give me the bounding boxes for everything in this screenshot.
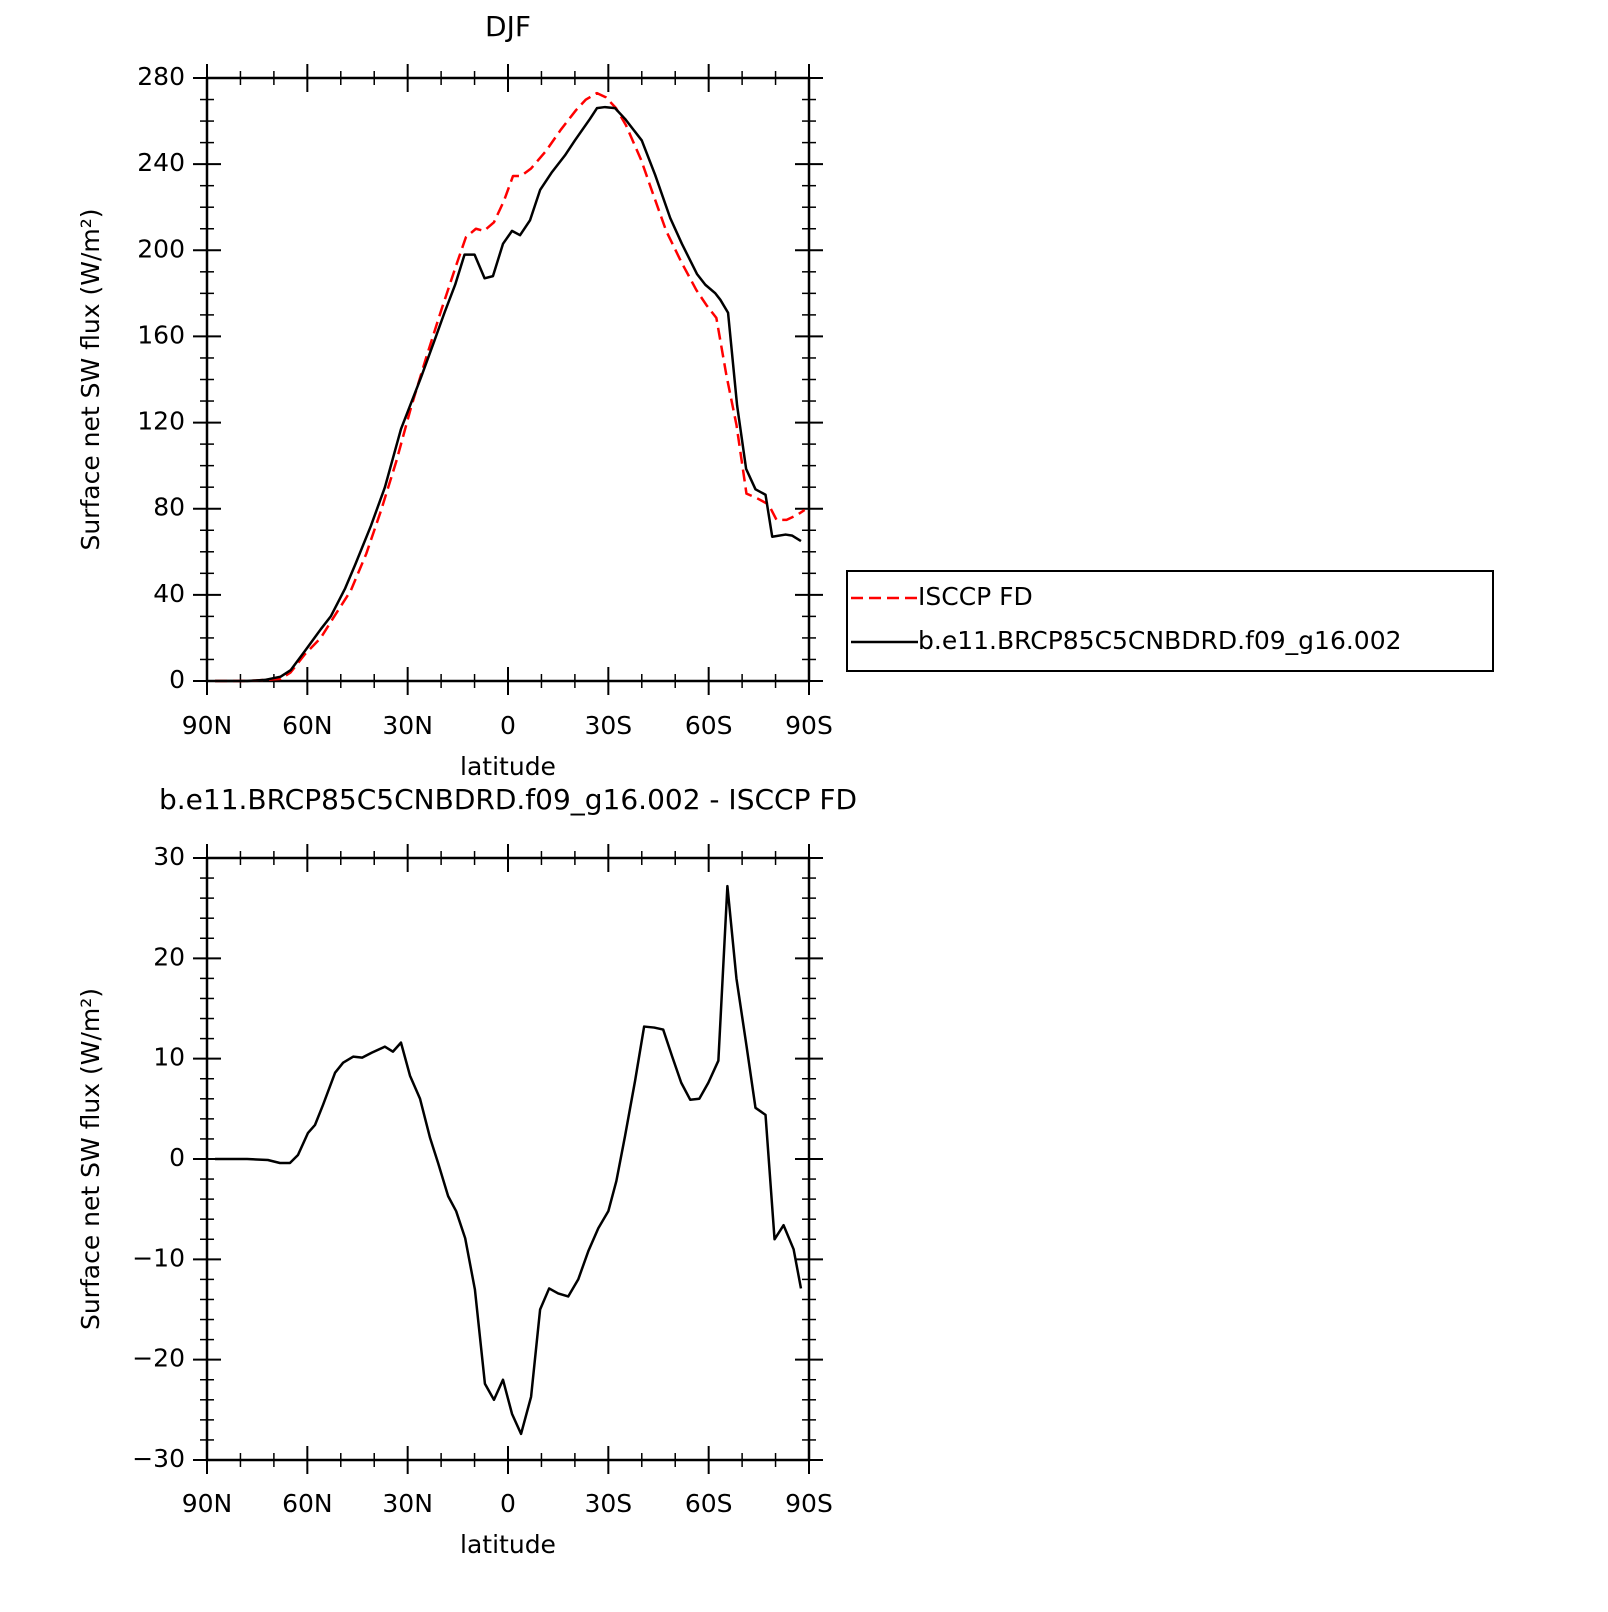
legend-label: b.e11.BRCP85C5CNBDRD.f09_g16.002 xyxy=(918,626,1402,655)
x-tick-label: 0 xyxy=(500,1489,516,1518)
x-tick-label: 60S xyxy=(685,711,733,740)
y-tick-label: 10 xyxy=(153,1043,185,1072)
chart-title: DJF xyxy=(485,10,531,43)
x-axis-label: latitude xyxy=(460,1530,556,1559)
plot-frame xyxy=(205,856,811,1462)
legend-box xyxy=(846,570,1494,672)
y-tick-label: 120 xyxy=(137,407,185,436)
x-tick-label: 30N xyxy=(382,711,433,740)
x-tick-label: 60S xyxy=(685,1489,733,1518)
data-line xyxy=(215,105,802,683)
y-tick-label: −10 xyxy=(132,1243,185,1272)
x-tick-label: 60N xyxy=(282,711,333,740)
chart-title: b.e11.BRCP85C5CNBDRD.f09_g16.002 - ISCCP… xyxy=(159,783,857,816)
y-tick-label: −20 xyxy=(132,1344,185,1373)
data-line xyxy=(215,884,803,1436)
x-tick-label: 90N xyxy=(182,711,233,740)
y-axis-label: Surface net SW flux (W/m²) xyxy=(76,208,105,550)
y-tick-label: 0 xyxy=(169,1143,185,1172)
x-axis-label: latitude xyxy=(460,752,556,781)
plot-frame xyxy=(205,76,811,683)
x-tick-label: 90S xyxy=(785,711,833,740)
x-tick-label: 30S xyxy=(584,1489,632,1518)
x-tick-label: 60N xyxy=(282,1489,333,1518)
legend-label: ISCCP FD xyxy=(918,582,1033,611)
x-tick-label: 0 xyxy=(500,711,516,740)
x-tick-label: 30S xyxy=(584,711,632,740)
y-tick-label: 80 xyxy=(153,493,185,522)
y-tick-label: 280 xyxy=(137,62,185,91)
y-tick-label: −30 xyxy=(132,1444,185,1473)
y-tick-label: 20 xyxy=(153,942,185,971)
y-tick-label: 240 xyxy=(137,148,185,177)
x-tick-label: 90N xyxy=(182,1489,233,1518)
data-line xyxy=(215,91,806,683)
y-tick-label: 200 xyxy=(137,234,185,263)
y-tick-label: 0 xyxy=(169,665,185,694)
y-tick-label: 30 xyxy=(153,842,185,871)
y-tick-label: 160 xyxy=(137,320,185,349)
x-tick-label: 90S xyxy=(785,1489,833,1518)
x-tick-label: 30N xyxy=(382,1489,433,1518)
y-axis-label: Surface net SW flux (W/m²) xyxy=(76,988,105,1330)
y-tick-label: 40 xyxy=(153,579,185,608)
